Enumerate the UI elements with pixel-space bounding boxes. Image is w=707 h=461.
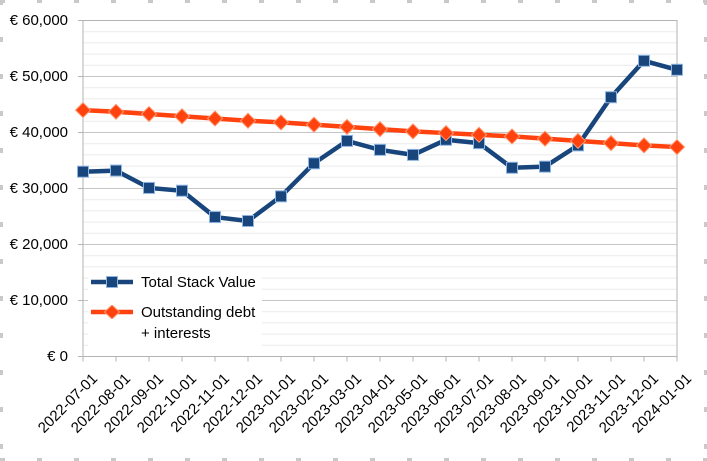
data-point-diamond <box>74 101 92 119</box>
y-tick-label: € 50,000 <box>9 67 68 85</box>
y-tick-label: € 30,000 <box>9 179 68 197</box>
data-point-square <box>110 164 122 177</box>
data-point-diamond <box>206 110 224 127</box>
data-point-square <box>374 143 386 156</box>
data-point-square <box>407 148 419 161</box>
legend-item-outstanding-debt: Outstanding debt + interests <box>90 302 256 344</box>
data-point-square <box>209 211 221 224</box>
y-tick-label: € 40,000 <box>9 123 68 141</box>
y-tick-label: € 20,000 <box>9 235 68 253</box>
data-point-square <box>143 181 155 194</box>
data-point-square <box>671 63 683 76</box>
legend: Total Stack Value Outstanding debt + int… <box>88 270 262 346</box>
legend-label-total-stack-value: Total Stack Value <box>141 274 256 291</box>
data-point-diamond <box>272 114 290 131</box>
data-point-diamond <box>536 130 554 147</box>
data-point-square <box>176 184 188 197</box>
data-point-diamond <box>602 134 620 152</box>
data-point-diamond <box>668 138 686 156</box>
data-point-diamond <box>437 124 455 142</box>
data-point-diamond <box>569 132 587 150</box>
data-point-diamond <box>305 116 323 133</box>
data-point-square <box>341 134 353 147</box>
legend-item-total-stack-value: Total Stack Value <box>90 272 256 293</box>
data-point-diamond <box>503 128 521 145</box>
data-point-diamond <box>470 126 488 143</box>
data-point-square <box>275 190 287 203</box>
legend-label-line1: Outstanding debt <box>141 304 256 321</box>
legend-label-line2: + interests <box>141 325 211 342</box>
data-point-diamond <box>404 123 422 140</box>
data-point-diamond <box>338 118 356 136</box>
data-point-diamond <box>239 112 257 129</box>
data-point-diamond <box>107 103 125 120</box>
data-point-square <box>506 161 518 174</box>
data-point-square <box>638 54 650 67</box>
data-point-square <box>539 160 551 173</box>
data-point-diamond <box>140 105 158 123</box>
data-point-square <box>308 157 320 170</box>
legend-marker-square-line <box>91 276 133 288</box>
y-tick-label: € 60,000 <box>9 11 68 29</box>
data-point-diamond <box>173 108 191 125</box>
data-point-square <box>242 214 254 227</box>
y-tick-label: € 0 <box>47 347 68 365</box>
data-point-square <box>605 91 617 104</box>
y-tick-label: € 10,000 <box>9 291 68 309</box>
data-point-diamond <box>371 120 389 138</box>
data-point-square <box>77 165 89 178</box>
data-point-diamond <box>635 137 653 154</box>
legend-label-outstanding-debt: Outstanding debt + interests <box>141 302 255 344</box>
legend-marker-diamond-line <box>91 305 133 319</box>
